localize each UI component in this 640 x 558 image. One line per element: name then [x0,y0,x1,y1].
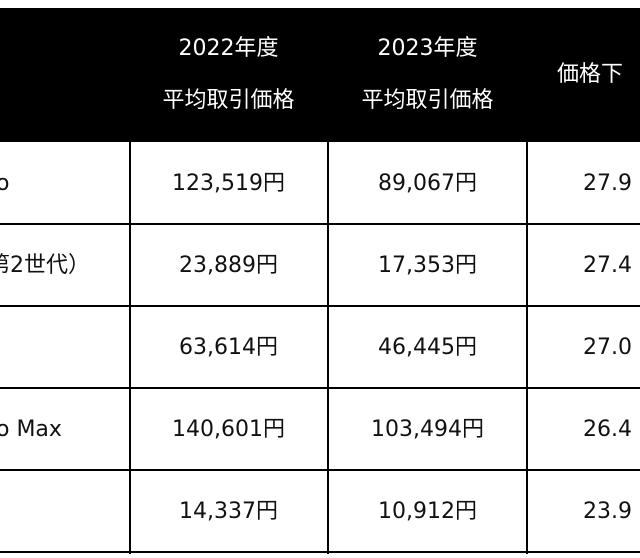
header-text: 価格下 [557,62,624,87]
header-text: 平均取引価格 [361,88,494,113]
row-label: o [0,171,10,196]
cell-value: 103,494円 [371,417,484,442]
cell-value: 89,067円 [378,171,477,196]
cell-value: 27.9 [583,171,632,196]
column-border [129,142,131,554]
cell-value: 14,337円 [179,499,278,524]
column-border [327,142,329,554]
row-label: 第2世代） [0,253,90,278]
row-border [0,223,640,225]
cell-value: 10,912円 [378,499,477,524]
cell-value: 26.4 [583,417,632,442]
row-border [0,551,640,553]
cell-value: 23.9 [583,499,632,524]
header-background [0,8,640,142]
column-border [526,142,528,554]
row-border [0,387,640,389]
cell-value: 63,614円 [179,335,278,360]
cell-value: 123,519円 [172,171,285,196]
cell-value: 27.0 [583,335,632,360]
header-text: 平均取引価格 [162,88,295,113]
cell-value: 46,445円 [378,335,477,360]
cell-value: 140,601円 [172,417,285,442]
cell-value: 23,889円 [179,253,278,278]
row-border [0,305,640,307]
header-text: 2022年度 [178,36,279,61]
row-label: o Max [0,417,62,442]
row-border [0,469,640,471]
cell-value: 27.4 [583,253,632,278]
cell-value: 17,353円 [378,253,477,278]
header-text: 2023年度 [377,36,478,61]
